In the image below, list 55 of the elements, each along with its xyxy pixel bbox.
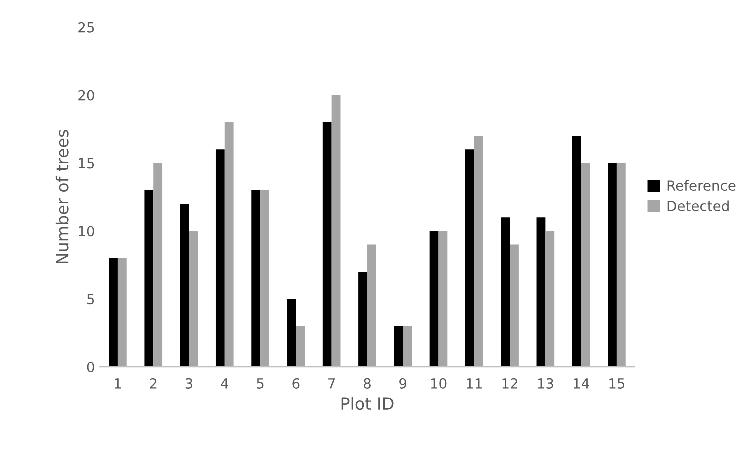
bar — [118, 258, 127, 368]
bar — [474, 136, 484, 368]
bar — [465, 150, 474, 368]
x-tick-label: 12 — [502, 378, 518, 389]
y-axis-title: Number of trees — [56, 130, 69, 264]
x-tick-label: 15 — [610, 378, 625, 389]
bar — [367, 244, 376, 368]
bar — [546, 231, 555, 368]
x-axis-title: Plot ID — [342, 397, 394, 410]
x-tick-label: 14 — [574, 378, 590, 389]
bar — [287, 299, 296, 368]
bar — [608, 163, 617, 368]
bar — [296, 326, 306, 368]
bar — [109, 258, 118, 368]
x-tick-label: 5 — [257, 378, 264, 389]
bar — [501, 218, 510, 368]
bar — [154, 163, 163, 368]
x-tick-label: 10 — [431, 378, 447, 389]
bar — [216, 150, 225, 368]
bar — [358, 272, 368, 368]
bar — [180, 204, 190, 368]
legend-label: Reference — [668, 180, 736, 192]
bar — [581, 163, 590, 368]
y-tick-label: 20 — [78, 90, 94, 101]
bar — [403, 326, 412, 368]
bar — [572, 136, 582, 368]
bar — [189, 231, 198, 368]
bar — [616, 163, 626, 368]
bar — [332, 95, 341, 368]
x-tick-label: 13 — [538, 378, 554, 389]
bar — [322, 122, 332, 368]
y-tick-label: 0 — [87, 362, 94, 373]
bar — [430, 231, 439, 368]
y-tick-label: 25 — [78, 22, 94, 33]
x-tick-label: 3 — [186, 378, 193, 389]
x-tick-label: 1 — [115, 378, 122, 389]
x-tick-label: 6 — [292, 378, 300, 389]
y-tick-label: 10 — [79, 226, 94, 237]
x-tick-label: 9 — [400, 378, 407, 389]
bar — [510, 244, 519, 368]
bar — [394, 326, 404, 368]
bar — [536, 218, 546, 368]
bar — [252, 190, 261, 368]
y-tick-label: 5 — [88, 294, 94, 305]
legend-label: Detected — [668, 200, 729, 212]
x-tick-label: 4 — [221, 378, 229, 389]
bar — [144, 190, 154, 368]
x-tick-label: 11 — [467, 378, 482, 389]
x-tick-label: 8 — [364, 378, 371, 389]
x-tick-label: 2 — [150, 378, 157, 389]
bar — [438, 231, 448, 368]
bar — [260, 190, 270, 368]
x-tick-label: 7 — [328, 378, 336, 389]
y-tick-label: 15 — [79, 158, 94, 169]
bar — [224, 122, 234, 368]
